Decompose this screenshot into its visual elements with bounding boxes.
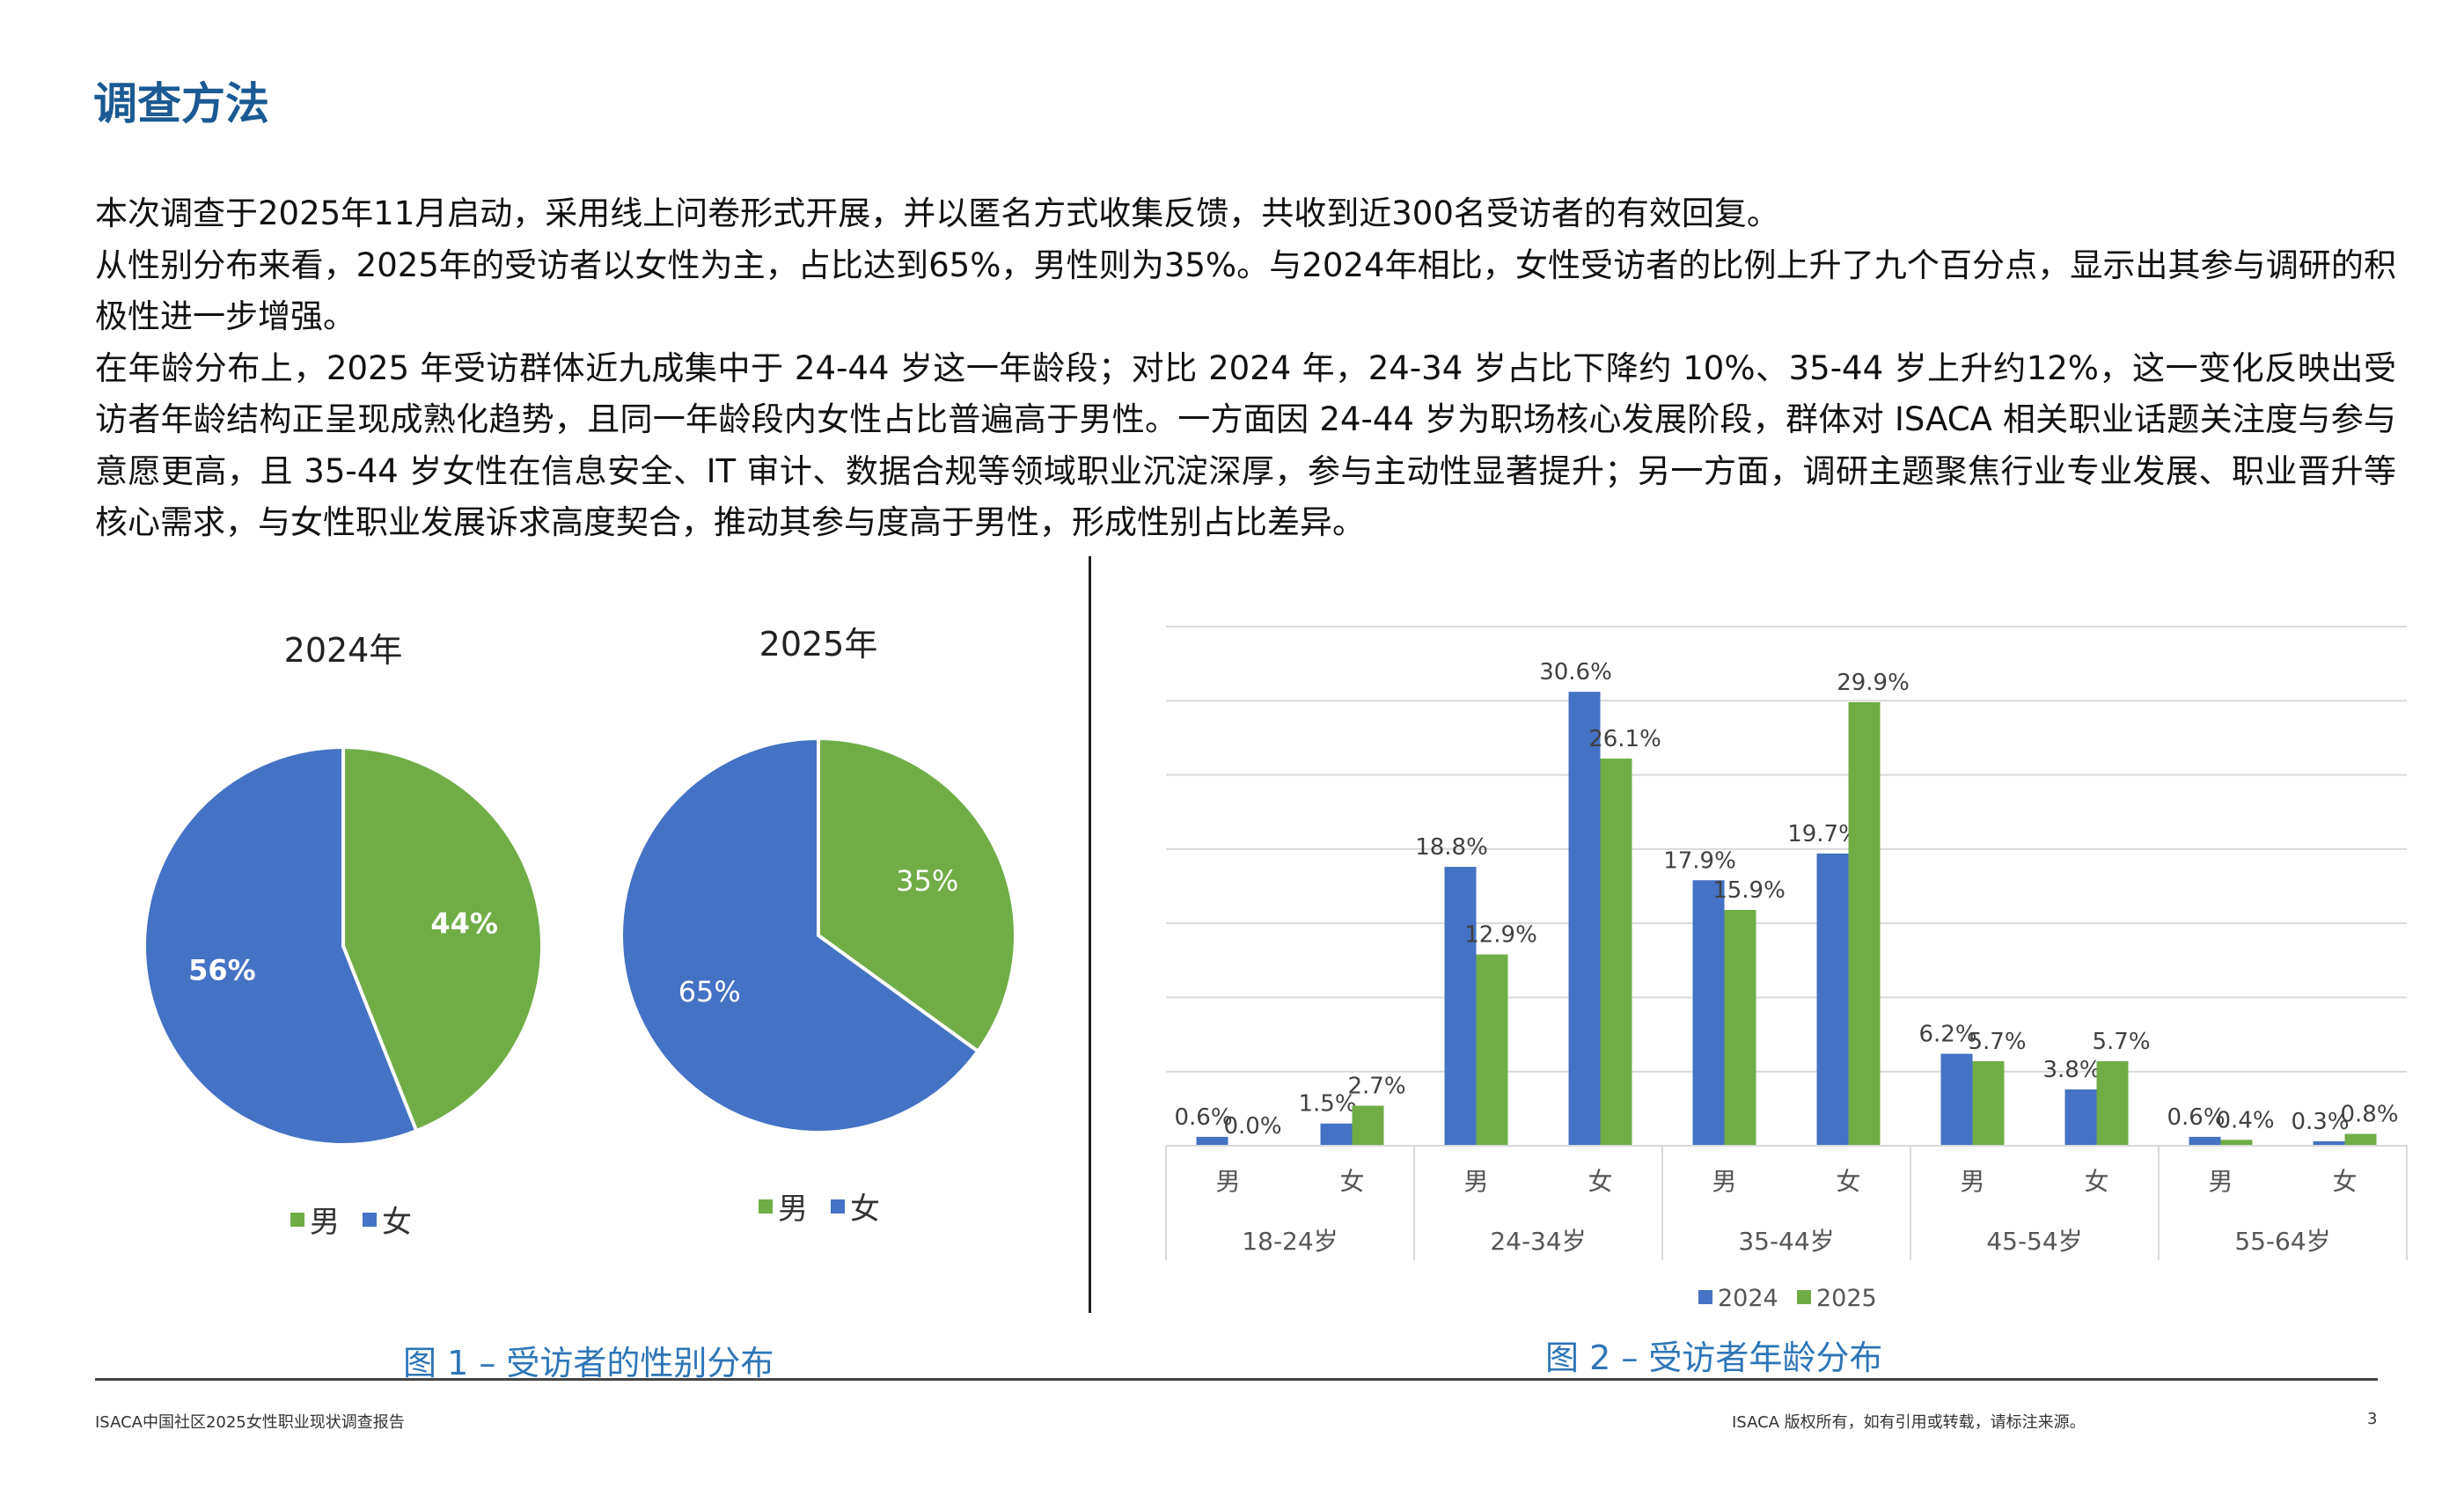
bar-2025 xyxy=(1972,1060,2005,1146)
bar-data-label: 0.6% xyxy=(1174,1104,1232,1131)
bar-2025 xyxy=(1600,759,1632,1146)
bar-2024 xyxy=(1692,880,1725,1146)
paragraph: 本次调查于2025年11月启动，采用线上问卷形式开展，并以匿名方式收集反馈，共收… xyxy=(95,194,1779,232)
bar-data-label: 17.9% xyxy=(1663,847,1736,874)
bar-data-label: 0.3% xyxy=(2291,1109,2349,1135)
bar-data-label: 12.9% xyxy=(1464,922,1537,949)
category-label: 男 xyxy=(1215,1167,1240,1196)
legend-label: 女 xyxy=(850,1192,880,1227)
pie-slice-男 xyxy=(341,744,544,1133)
legend-label: 男 xyxy=(778,1192,808,1227)
category-label: 女 xyxy=(1836,1167,1860,1196)
bar-2024 xyxy=(1568,692,1601,1146)
group-label: 35-44岁 xyxy=(1738,1227,1834,1256)
category-label: 女 xyxy=(2332,1167,2357,1196)
bar-2024 xyxy=(2064,1089,2097,1146)
footer-divider xyxy=(95,1378,2378,1381)
group-label: 55-64岁 xyxy=(2234,1227,2330,1256)
pie-data-label: 65% xyxy=(678,975,741,1008)
bar-data-label: 15.9% xyxy=(1712,877,1786,904)
figure-2-caption: 图 2 – 受访者年龄分布 xyxy=(1545,1338,1883,1377)
group-label: 18-24岁 xyxy=(1242,1227,1338,1256)
category-label: 女 xyxy=(1588,1167,1612,1196)
bar-2025 xyxy=(2096,1060,2129,1146)
legend-swatch xyxy=(759,1199,773,1214)
bar-data-label: 1.5% xyxy=(1298,1091,1356,1118)
bar-data-label: 0.6% xyxy=(2167,1104,2225,1131)
pie-data-label: 56% xyxy=(188,953,256,986)
category-label: 男 xyxy=(2208,1167,2233,1196)
legend-label: 2025 xyxy=(1816,1285,1877,1312)
category-label: 男 xyxy=(1712,1167,1736,1196)
bar-2025 xyxy=(1724,909,1756,1146)
bar-data-label: 6.2% xyxy=(1918,1021,1976,1047)
legend-swatch xyxy=(1698,1290,1712,1304)
pie-title: 2024年 xyxy=(284,631,403,670)
legend-label: 女 xyxy=(382,1205,412,1240)
bar-2024 xyxy=(2313,1140,2345,1146)
category-label: 男 xyxy=(1463,1167,1488,1196)
age-bar-chart: 0.6%0.0%男1.5%2.7%女18.8%12.9%男30.6%26.1%女… xyxy=(1165,626,2408,1312)
pie-data-label: 44% xyxy=(430,907,498,941)
pie-slice-女 xyxy=(143,744,419,1147)
pie-title: 2025年 xyxy=(759,625,878,664)
group-label: 24-34岁 xyxy=(1490,1227,1586,1256)
bar-data-label: 0.8% xyxy=(2340,1102,2398,1128)
bar-data-label: 30.6% xyxy=(1539,659,1612,686)
bar-2024 xyxy=(1444,867,1477,1146)
bar-2024 xyxy=(1940,1053,1973,1146)
pie-slice-女 xyxy=(620,736,981,1134)
figure-1-caption: 图 1 – 受访者的性别分布 xyxy=(403,1344,774,1382)
bar-2025 xyxy=(1476,954,1508,1146)
bar-2025 xyxy=(2344,1133,2377,1146)
bar-data-label: 26.1% xyxy=(1588,726,1661,752)
legend-label: 男 xyxy=(310,1205,340,1240)
bar-data-label: 2.7% xyxy=(1347,1073,1405,1099)
pie-slice-男 xyxy=(817,736,1017,1054)
category-label: 女 xyxy=(1339,1167,1364,1196)
page-number: 3 xyxy=(2367,1410,2378,1428)
paragraph: 从性别分布来看，2025年的受访者以女性为主，占比达到65%，男性则为35%。与… xyxy=(95,246,2396,336)
bar-data-label: 29.9% xyxy=(1837,670,1910,696)
category-label: 女 xyxy=(2084,1167,2108,1196)
legend-swatch xyxy=(290,1213,304,1227)
bar-2024 xyxy=(1320,1123,1353,1146)
legend-swatch xyxy=(363,1213,377,1227)
bar-data-label: 5.7% xyxy=(2092,1029,2150,1055)
bar-2024 xyxy=(2189,1136,2221,1146)
legend-swatch xyxy=(1797,1290,1811,1304)
category-label: 男 xyxy=(1960,1167,1984,1196)
gender-pie-charts: 2024年 44% 56% 男 女 2025年 35% 65% 男 女 xyxy=(143,625,1017,1240)
bar-2025 xyxy=(1848,701,1881,1146)
bar-data-label: 0.4% xyxy=(2216,1107,2274,1133)
divider xyxy=(1089,556,1091,1313)
pie-data-label: 35% xyxy=(896,864,958,898)
bar-data-label: 3.8% xyxy=(2042,1057,2101,1083)
bar-2025 xyxy=(1352,1105,1384,1146)
bar-data-label: 18.8% xyxy=(1415,834,1488,861)
bar-data-label: 5.7% xyxy=(1968,1029,2026,1055)
bar-data-label: 19.7% xyxy=(1787,821,1860,847)
legend-label: 2024 xyxy=(1718,1285,1778,1312)
legend-swatch xyxy=(831,1199,845,1214)
footer-report-title: ISACA中国社区2025女性职业现状调查报告 xyxy=(95,1413,405,1432)
body-text: 本次调查于2025年11月启动，采用线上问卷形式开展，并以匿名方式收集反馈，共收… xyxy=(95,188,2396,549)
bar-2025 xyxy=(2220,1140,2253,1146)
footer-copyright: ISACA 版权所有，如有引用或转载，请标注来源。 xyxy=(1732,1413,2086,1432)
paragraph: 在年龄分布上，2025 年受访群体近九成集中于 24-44 岁这一年龄段；对比 … xyxy=(95,348,2396,542)
bar-2024 xyxy=(1196,1136,1228,1146)
bar-2024 xyxy=(1816,853,1849,1146)
page-title: 调查方法 xyxy=(93,78,269,129)
bar-data-label: 0.0% xyxy=(1223,1113,1281,1140)
group-label: 45-54岁 xyxy=(1986,1227,2082,1256)
